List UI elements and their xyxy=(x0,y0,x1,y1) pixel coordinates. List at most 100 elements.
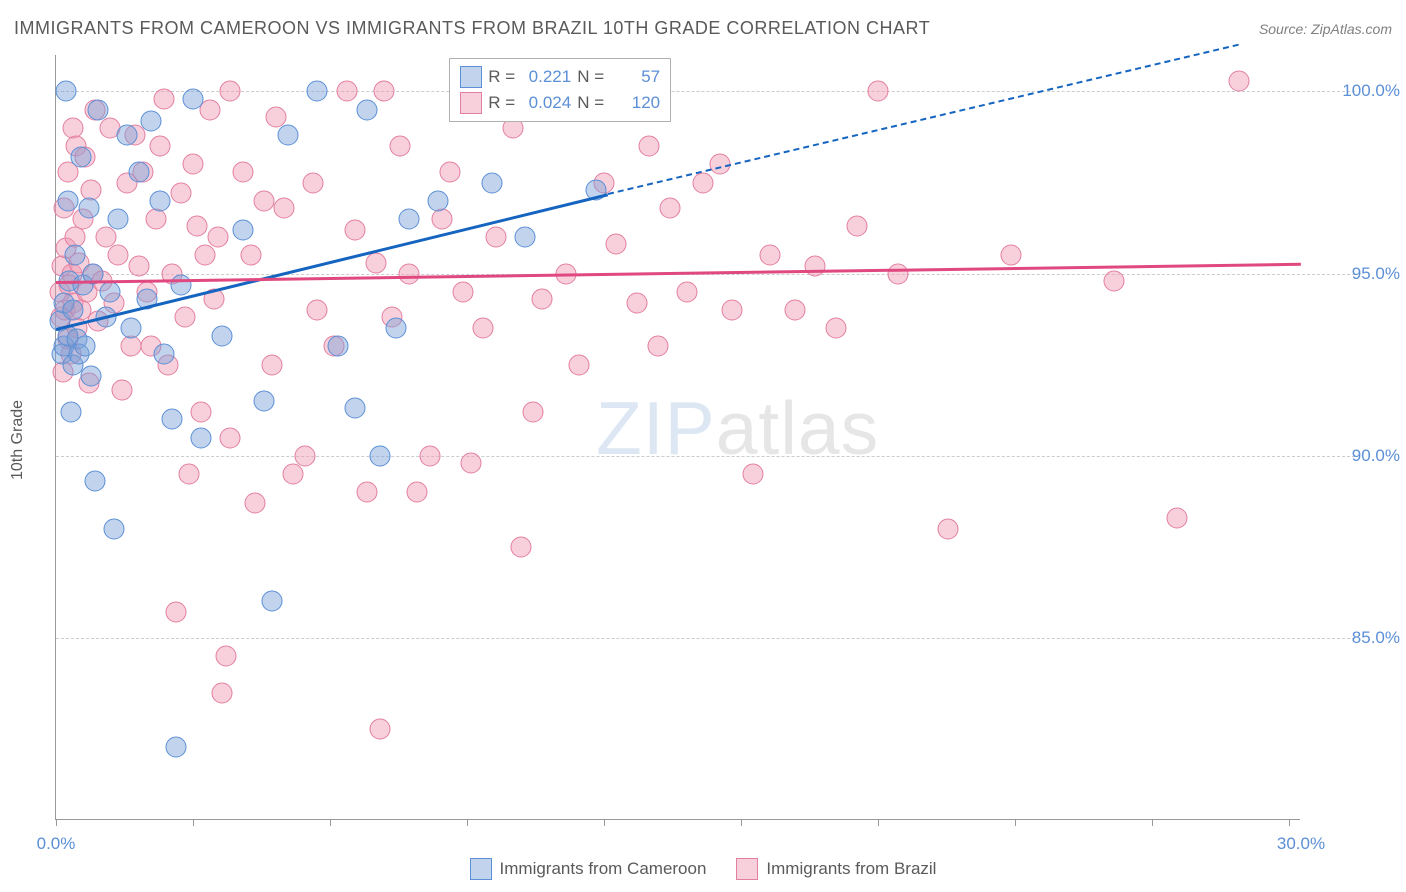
series1-marker xyxy=(162,409,183,430)
series1-marker xyxy=(481,172,502,193)
series2-marker xyxy=(568,354,589,375)
series1-marker xyxy=(166,737,187,758)
series2-marker xyxy=(212,682,233,703)
x-tick xyxy=(1289,819,1290,826)
series2-marker xyxy=(182,154,203,175)
series1-marker xyxy=(56,81,77,102)
series1-marker xyxy=(191,427,212,448)
series1-marker xyxy=(129,161,150,182)
series2-marker xyxy=(846,216,867,237)
series1-marker xyxy=(87,99,108,120)
series1-marker xyxy=(212,325,233,346)
watermark-zip: ZIP xyxy=(596,386,716,470)
series1-marker xyxy=(398,208,419,229)
series2-marker xyxy=(336,81,357,102)
series2-marker xyxy=(676,281,697,302)
y-tick-label: 100.0% xyxy=(1310,81,1400,101)
series2-marker xyxy=(938,518,959,539)
series2-marker xyxy=(207,227,228,248)
series1-marker xyxy=(85,471,106,492)
series2-marker xyxy=(867,81,888,102)
series2-marker xyxy=(187,216,208,237)
series1-marker xyxy=(369,445,390,466)
series2-marker xyxy=(220,81,241,102)
series2-marker xyxy=(523,402,544,423)
series1-marker xyxy=(357,99,378,120)
series2-marker xyxy=(510,536,531,557)
series1-marker xyxy=(170,274,191,295)
series1-marker xyxy=(75,336,96,357)
series1-marker xyxy=(62,300,83,321)
series1-marker xyxy=(81,365,102,386)
series2-marker xyxy=(170,183,191,204)
series1-marker xyxy=(79,198,100,219)
series2-marker xyxy=(195,245,216,266)
grid-line xyxy=(56,456,1355,457)
series2-marker xyxy=(357,482,378,503)
series2-marker xyxy=(759,245,780,266)
series1-marker xyxy=(427,190,448,211)
series2-marker xyxy=(344,219,365,240)
watermark-atlas: atlas xyxy=(716,386,879,470)
series2-marker xyxy=(153,88,174,109)
legend-item-series1: Immigrants from Cameroon xyxy=(470,858,707,880)
series2-marker xyxy=(431,208,452,229)
swatch-series2 xyxy=(736,858,758,880)
series1-marker xyxy=(182,88,203,109)
series2-marker xyxy=(178,463,199,484)
chart-title: IMMIGRANTS FROM CAMEROON VS IMMIGRANTS F… xyxy=(14,18,930,39)
legend-label-series2: Immigrants from Brazil xyxy=(766,859,936,879)
legend-row: R =0.024 N =120 xyxy=(460,90,660,116)
series2-marker xyxy=(639,136,660,157)
series2-marker xyxy=(166,602,187,623)
series2-marker xyxy=(531,289,552,310)
series2-marker xyxy=(452,281,473,302)
series2-marker xyxy=(693,172,714,193)
y-axis-label: 10th Grade xyxy=(9,400,27,480)
y-tick-label: 90.0% xyxy=(1310,446,1400,466)
series2-marker xyxy=(647,336,668,357)
series1-marker xyxy=(278,125,299,146)
series2-marker xyxy=(440,161,461,182)
x-tick xyxy=(1152,819,1153,826)
series2-marker xyxy=(826,318,847,339)
series2-marker xyxy=(419,445,440,466)
series2-marker xyxy=(274,198,295,219)
series2-marker xyxy=(1166,507,1187,528)
series2-marker xyxy=(145,208,166,229)
series2-marker xyxy=(149,136,170,157)
series2-marker xyxy=(241,245,262,266)
series2-marker xyxy=(888,263,909,284)
series2-marker xyxy=(282,463,303,484)
series1-marker xyxy=(60,402,81,423)
series1-marker xyxy=(116,125,137,146)
series1-marker xyxy=(149,190,170,211)
series2-marker xyxy=(220,427,241,448)
series2-marker xyxy=(1228,70,1249,91)
grid-line xyxy=(56,638,1355,639)
series1-marker xyxy=(64,245,85,266)
series1-marker xyxy=(514,227,535,248)
series1-marker xyxy=(232,219,253,240)
swatch-series2 xyxy=(460,92,482,114)
series2-marker xyxy=(743,463,764,484)
x-tick xyxy=(467,819,468,826)
x-tick xyxy=(604,819,605,826)
series2-marker xyxy=(232,161,253,182)
x-tick xyxy=(1015,819,1016,826)
correlation-legend: R =0.221 N =57 R =0.024 N =120 xyxy=(449,58,671,122)
x-tick-label: 0.0% xyxy=(37,834,76,854)
series2-marker xyxy=(660,198,681,219)
series2-marker xyxy=(216,646,237,667)
legend-item-series2: Immigrants from Brazil xyxy=(736,858,936,880)
grid-line xyxy=(56,91,1355,92)
series2-marker xyxy=(1104,270,1125,291)
series1-marker xyxy=(344,398,365,419)
series2-marker xyxy=(1000,245,1021,266)
series1-marker xyxy=(104,518,125,539)
series1-marker xyxy=(99,281,120,302)
series2-marker xyxy=(245,493,266,514)
x-tick xyxy=(193,819,194,826)
y-tick-label: 85.0% xyxy=(1310,628,1400,648)
series2-marker xyxy=(722,300,743,321)
